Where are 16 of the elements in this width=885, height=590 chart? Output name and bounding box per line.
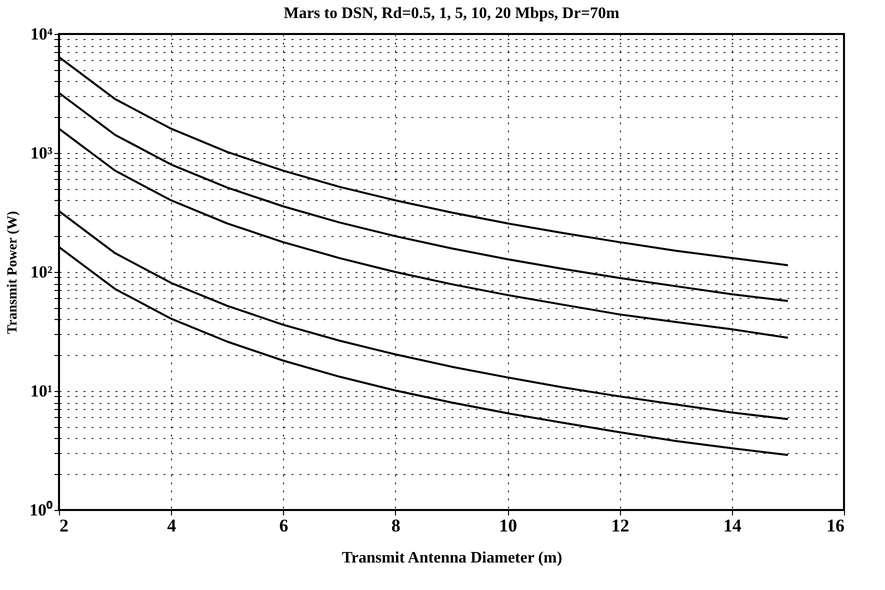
x-tick-label: 16 — [826, 516, 844, 536]
y-axis-title: Transmit Power (W) — [6, 210, 20, 334]
x-tick-label: 14 — [723, 516, 742, 536]
y-tick-label: 10² — [30, 262, 52, 282]
x-tick-label: 6 — [279, 516, 288, 536]
y-tick-label: 10¹ — [30, 382, 52, 400]
x-tick-label: 2 — [60, 516, 68, 536]
x-axis-title: Transmit Antenna Diameter (m) — [342, 550, 562, 566]
x-tick-label: 10 — [499, 516, 518, 536]
x-tick-label: 8 — [391, 516, 400, 536]
y-tick-label: 10⁰ — [30, 500, 52, 520]
chart-title: Mars to DSN, Rd=0.5, 1, 5, 10, 20 Mbps, Dr=70m — [284, 5, 620, 22]
y-tick-label: 10⁴ — [30, 24, 52, 44]
y-tick-label: 10³ — [30, 144, 52, 162]
x-tick-label: 12 — [611, 516, 630, 536]
x-tick-label: 4 — [167, 516, 176, 536]
